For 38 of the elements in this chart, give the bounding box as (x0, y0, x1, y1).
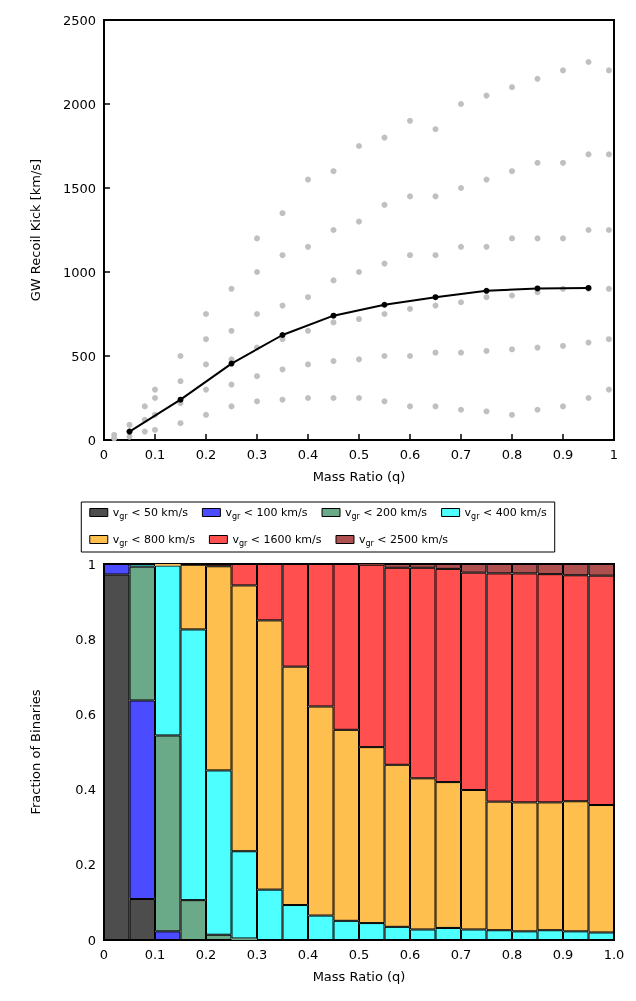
y-tick-label: 0 (87, 932, 96, 948)
y-tick-label: 500 (71, 348, 96, 364)
y-axis-title: GW Recoil Kick [km/s] (28, 158, 43, 302)
x-tick-label: 0.2 (195, 447, 217, 462)
x-tick-label: 0.6 (399, 447, 421, 462)
x-tick-label: 0.5 (348, 947, 370, 962)
x-tick-label: 0.6 (399, 947, 421, 962)
x-tick-label: 0.5 (348, 447, 370, 462)
x-axis-title: Mass Ratio (q) (312, 969, 406, 984)
x-axis-title: Mass Ratio (q) (312, 469, 406, 484)
x-tick-label: 0.7 (450, 447, 472, 462)
x-tick-label: 0 (99, 447, 109, 462)
x-tick-label: 0.3 (246, 947, 268, 962)
y-tick-label: 1500 (62, 180, 96, 196)
y-tick-label: 2500 (62, 12, 96, 28)
y-tick-label: 2000 (62, 96, 96, 112)
x-tick-label: 0.9 (552, 447, 574, 462)
x-tick-label: 0 (99, 947, 109, 962)
x-tick-label: 0.9 (552, 947, 574, 962)
y-tick-label: 0.6 (75, 706, 96, 722)
x-tick-label: 0.8 (501, 447, 523, 462)
y-tick-label: 0.8 (75, 631, 96, 647)
y-tick-label: 0.2 (75, 857, 96, 873)
y-tick-label: 0 (87, 432, 96, 448)
x-tick-label: 0.1 (144, 447, 166, 462)
y-tick-label: 0.4 (75, 782, 96, 798)
x-tick-label: 0.4 (297, 447, 319, 462)
x-tick-label: 1 (609, 447, 619, 462)
y-tick-label: 1000 (62, 264, 96, 280)
x-tick-label: 0.8 (501, 947, 523, 962)
x-tick-label: 1.0 (603, 947, 625, 962)
y-axis-title: Fraction of Binaries (28, 689, 43, 815)
x-tick-label: 0.7 (450, 947, 472, 962)
x-tick-label: 0.1 (144, 947, 166, 962)
x-tick-label: 0.2 (195, 947, 217, 962)
x-tick-label: 0.4 (297, 947, 319, 962)
x-tick-label: 0.3 (246, 447, 268, 462)
y-tick-label: 1 (87, 556, 96, 572)
